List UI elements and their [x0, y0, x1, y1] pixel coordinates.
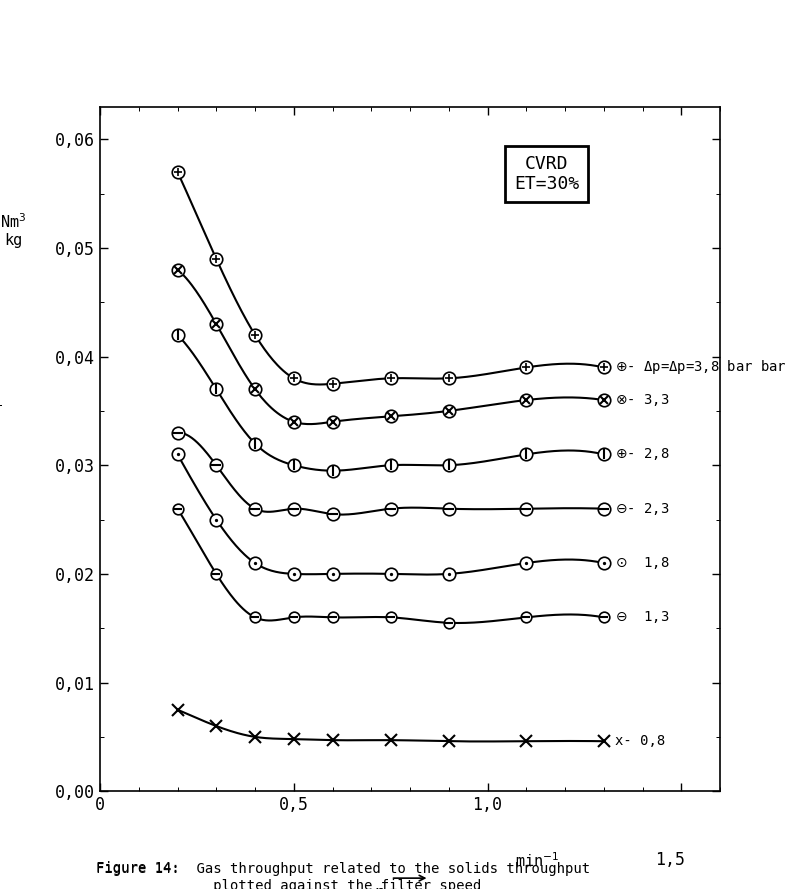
Text: Nm$^3$
kg: Nm$^3$ kg	[0, 212, 26, 248]
Text: n: n	[374, 884, 385, 889]
Text: Figure 14:  Gas throughput related to the solids throughput
              plotte: Figure 14: Gas throughput related to the…	[96, 862, 590, 889]
Text: min$^{-1}$: min$^{-1}$	[514, 851, 559, 869]
Text: $\otimes$- 3,3: $\otimes$- 3,3	[615, 392, 670, 408]
Text: $\ominus$- 2,3: $\ominus$- 2,3	[615, 501, 670, 517]
Text: x- 0,8: x- 0,8	[615, 734, 666, 749]
Text: 1,5: 1,5	[654, 851, 685, 869]
Text: Figure 14:: Figure 14:	[96, 861, 180, 876]
Text: $\oplus$- 2,8: $\oplus$- 2,8	[615, 446, 670, 462]
Text: CVRD
ET=30%: CVRD ET=30%	[514, 155, 579, 194]
Text: $\oplus$- Δp=Δp=3,8 bar bar: $\oplus$- Δp=Δp=3,8 bar bar	[615, 358, 787, 376]
Text: $\odot$  1,8: $\odot$ 1,8	[615, 555, 670, 571]
Text: $\frac{\dot{V}_g}{\dot{m}_s}$: $\frac{\dot{V}_g}{\dot{m}_s}$	[0, 373, 2, 428]
Text: $\ominus$  1,3: $\ominus$ 1,3	[615, 609, 670, 625]
